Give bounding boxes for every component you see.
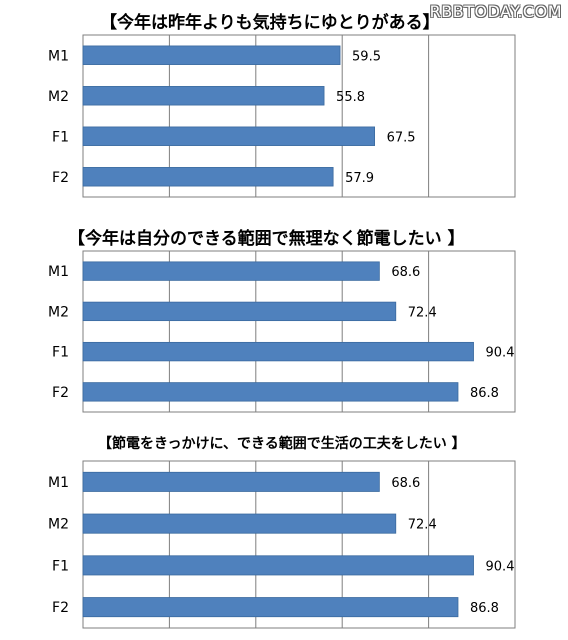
chart-3-bar-m1 [82,471,380,492]
chart-title-1: 【今年は昨年よりも気持ちにゆとりがある】 [100,13,440,33]
chart-1-bar-m1 [82,45,341,65]
chart-2-category-label: F2 [52,385,69,401]
chart-1-category-label: M2 [48,89,69,105]
chart-3-bar-f2 [82,597,459,618]
chart-3-bar-m2 [82,513,397,534]
chart-1-bar-f2 [82,167,334,187]
chart-2-category-label: M2 [48,304,69,320]
chart-title-3: 【節電をきっかけに、できる範囲で生活の工夫をしたい 】 [98,436,466,452]
chart-1-data-label: 59.5 [352,49,381,64]
chart-2-bar-m2 [82,301,397,322]
chart-2-category-label: M1 [48,264,69,280]
chart-3-category-label: F1 [52,558,69,574]
watermark: RBBTODAY.COM [429,2,562,21]
chart-2-data-label: 72.4 [408,305,437,320]
chart-2-category-label: F1 [52,345,69,361]
chart-1-data-label: 57.9 [345,171,374,186]
chart-1-data-label: 67.5 [387,130,416,145]
chart-2-data-label: 90.4 [486,346,515,361]
chart-1-data-label: 55.8 [336,90,365,105]
chart-1-bar-f1 [82,126,376,146]
chart-2-data-label: 86.8 [470,386,499,401]
chart-3-category-label: M2 [48,517,69,533]
chart-3-data-label: 86.8 [470,601,499,616]
chart-3-category-label: M1 [48,475,69,491]
chart-3-data-label: 68.6 [391,476,420,491]
chart-1-category-label: M1 [48,48,69,64]
chart-2-bar-m1 [82,261,380,281]
chart-2-bar-f2 [82,382,459,402]
chart-3-category-label: F2 [52,600,69,616]
chart-1-bar-m2 [82,86,325,106]
chart-3-data-label: 90.4 [486,559,515,574]
chart-2-bar-f1 [82,341,474,362]
chart-3-data-label: 72.4 [408,518,437,533]
chart-2-data-label: 68.6 [391,265,420,280]
chart-1-category-label: F1 [52,129,69,145]
chart-title-2: 【今年は自分のできる範囲で無理なく節電したい 】 [68,229,465,249]
chart-1-category-label: F2 [52,170,69,186]
chart-3-bar-f1 [82,555,474,576]
